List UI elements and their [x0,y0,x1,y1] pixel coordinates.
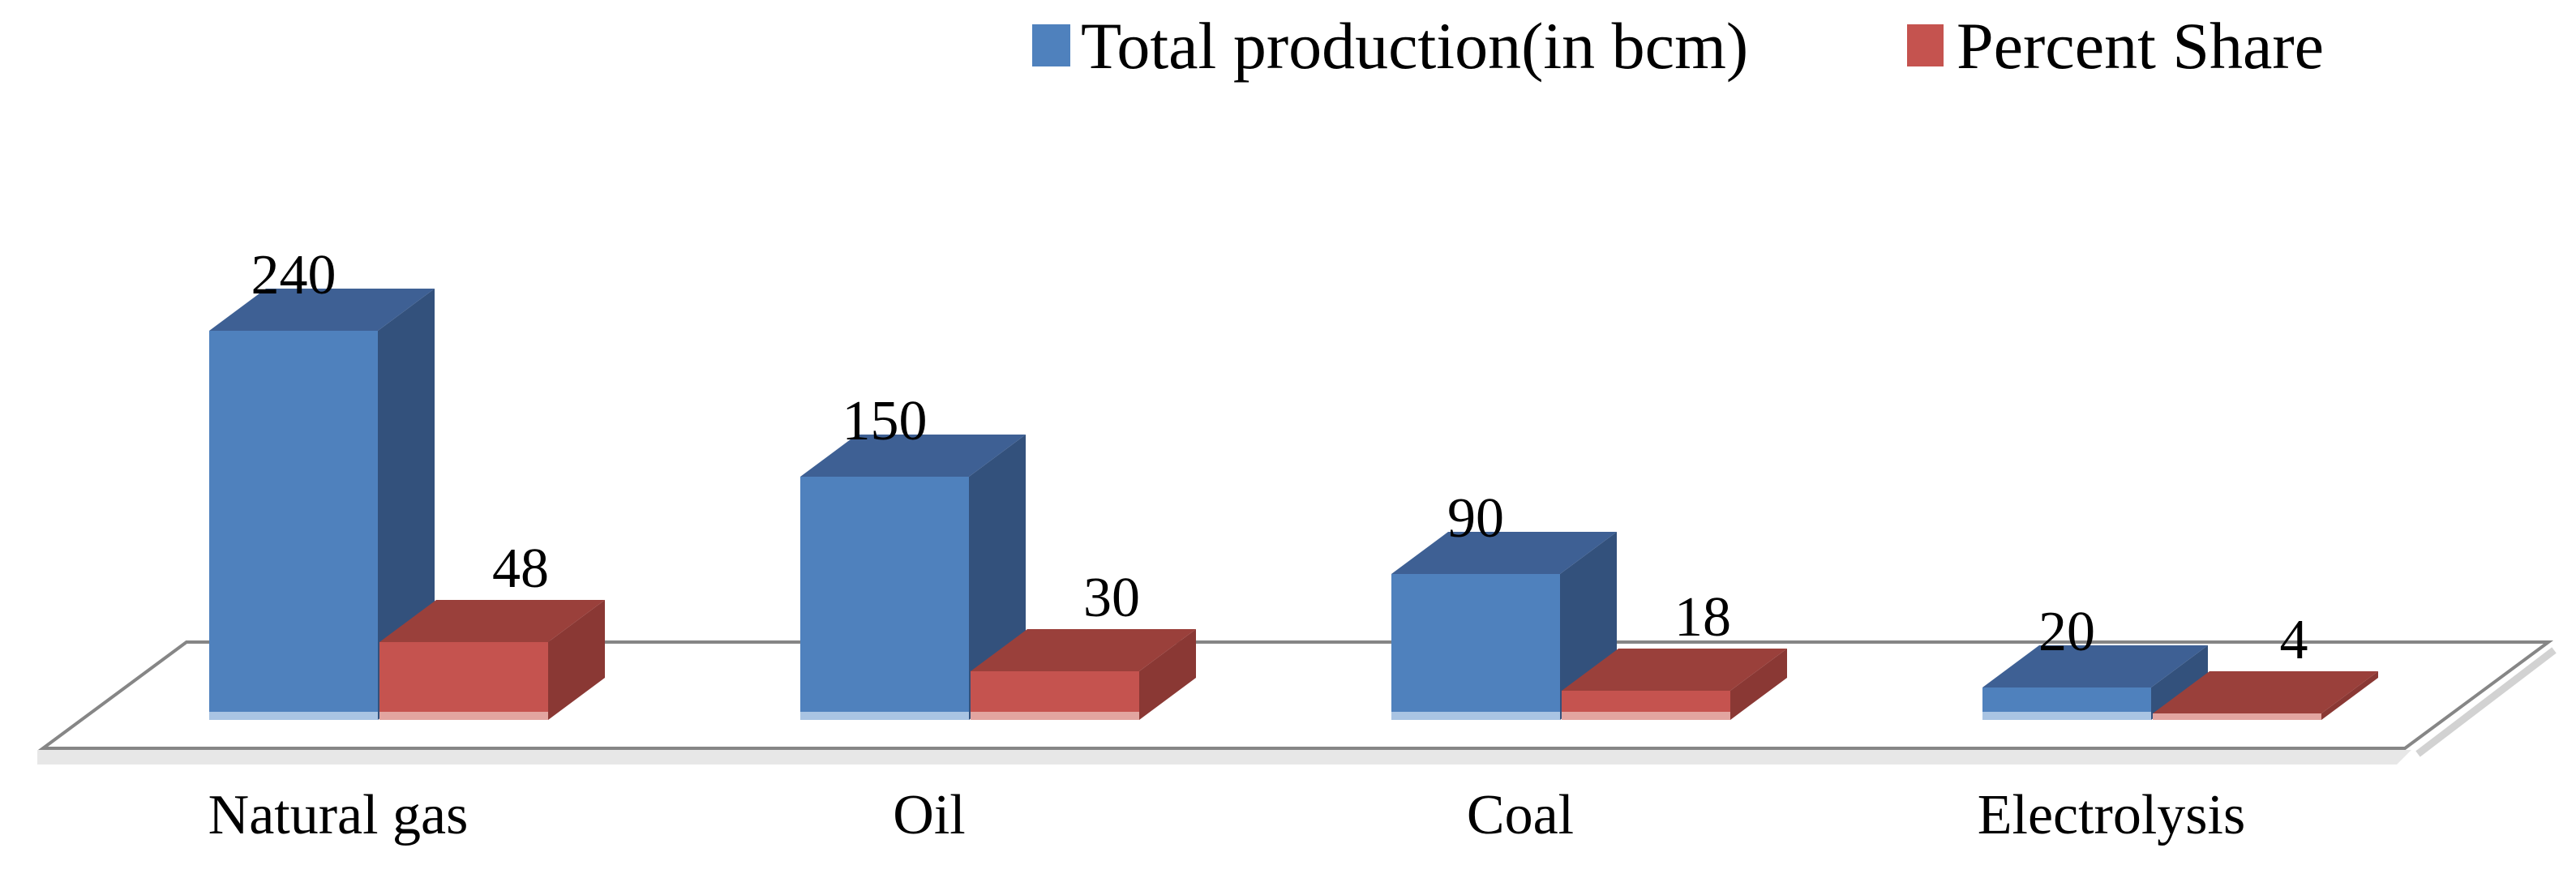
floor-plane [37,640,2554,750]
bar-total-production-in-bcm-oil [800,435,1026,720]
bar-total-production-in-bcm-coal-front-face [1391,574,1560,720]
value-label-percent-share-coal: 18 [1674,586,1731,649]
bar-percent-share-electrolysis-side-face [2321,671,2378,720]
value-label-total-production-in-bcm-natural-gas: 240 [251,244,336,306]
bar-percent-share-natural-gas-side-face [548,600,605,720]
bar-total-production-in-bcm-coal-bottom-edge [1391,712,1560,720]
value-label-total-production-in-bcm-oil: 150 [842,390,928,452]
legend-label-percent-share: Percent Share [1957,9,2324,83]
category-labels-layer: Natural gas Oil Coal Electrolysis [208,784,2246,846]
bar-percent-share-oil-bottom-edge [971,712,1139,720]
bar-percent-share-oil-side-face [1139,629,1196,720]
bar-percent-share-coal-top-face [1562,649,1787,691]
bar-total-production-in-bcm-electrolysis-bottom-edge [1982,712,2151,720]
category-label-coal: Coal [1467,784,1574,846]
bar-percent-share-coal-bottom-edge [1562,712,1730,720]
bar-total-production-in-bcm-oil-top-face [800,435,1026,477]
bar-total-production-in-bcm-natural-gas-top-face [209,289,435,331]
bar-percent-share-natural-gas-front-face [379,642,548,720]
bar-percent-share-coal-side-face [1730,649,1787,720]
bar-percent-share-coal [1562,649,1787,720]
bar-percent-share-electrolysis [2153,671,2378,720]
bar-total-production-in-bcm-natural-gas-front-face [209,331,378,720]
bar-total-production-in-bcm-natural-gas [209,289,435,720]
bar-total-production-in-bcm-oil-front-face [800,477,969,720]
value-label-percent-share-oil: 30 [1083,567,1140,629]
bar-total-production-in-bcm-electrolysis-side-face [2151,645,2208,720]
bar-total-production-in-bcm-coal-top-face [1391,532,1617,574]
bar-percent-share-natural-gas-top-face [379,600,605,642]
value-label-percent-share-electrolysis: 4 [2280,609,2308,671]
floor-right-edge-shadow [2415,647,2557,757]
legend-swatch-total-production-icon [1032,24,1070,66]
bar-total-production-in-bcm-electrolysis-top-face [1982,645,2208,687]
value-label-total-production-in-bcm-coal: 90 [1447,487,1504,550]
category-label-natural-gas: Natural gas [208,784,469,846]
category-label-electrolysis: Electrolysis [1978,784,2245,846]
bar-percent-share-natural-gas [379,600,605,720]
floor-shadow [37,750,2411,765]
value-label-percent-share-natural-gas: 48 [492,538,549,600]
bar-total-production-in-bcm-natural-gas-bottom-edge [209,712,378,720]
bar-percent-share-electrolysis-bottom-edge [2153,713,2321,720]
value-labels-layer: 240 48 150 30 90 18 20 4 [251,244,2308,671]
category-label-oil: Oil [893,784,965,846]
value-label-total-production-in-bcm-electrolysis: 20 [2038,601,2095,663]
chart-floor [37,640,2557,765]
bar-percent-share-oil-top-face [971,629,1196,671]
legend: Total production(in bcm) Percent Share [1032,9,2324,83]
legend-swatch-percent-share-icon [1907,24,1944,66]
bars-layer [209,289,2378,720]
bar-percent-share-natural-gas-bottom-edge [379,712,548,720]
bar-total-production-in-bcm-oil-bottom-edge [800,712,969,720]
bar-total-production-in-bcm-electrolysis [1982,645,2208,720]
bar-percent-share-oil [971,629,1196,720]
legend-label-total-production: Total production(in bcm) [1081,9,1748,83]
bar-percent-share-electrolysis-top-face [2153,671,2378,713]
